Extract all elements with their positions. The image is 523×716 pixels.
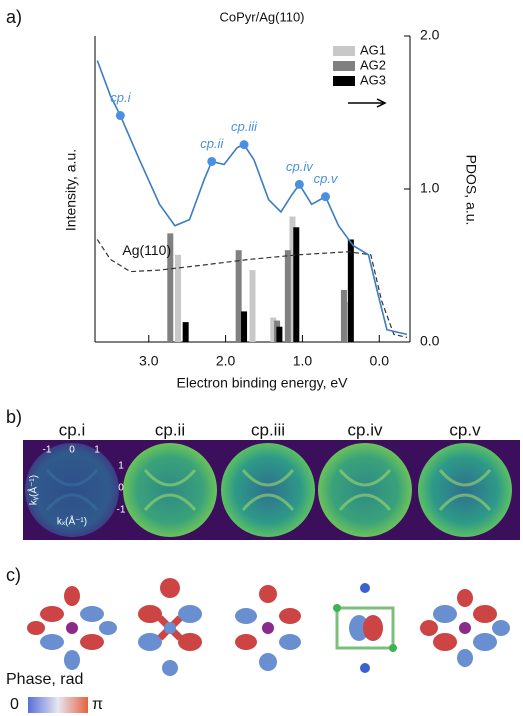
series-label: Ag(110) bbox=[122, 242, 171, 258]
orbital bbox=[420, 589, 510, 667]
orbital bbox=[27, 586, 117, 670]
ky-label: kᵧ(Å⁻¹) bbox=[27, 475, 40, 505]
chart-title: CoPyr/Ag(110) bbox=[219, 9, 304, 24]
bar bbox=[174, 254, 181, 342]
legend-label: AG3 bbox=[360, 72, 386, 87]
map-label: cp.v bbox=[449, 420, 481, 439]
bar bbox=[249, 270, 256, 342]
orbital bbox=[333, 583, 397, 673]
bar bbox=[241, 311, 248, 342]
phase-tick: 0 bbox=[10, 696, 19, 713]
orbital-renderings bbox=[27, 578, 510, 676]
map-feature bbox=[241, 469, 295, 511]
x-axis-label: Electron binding energy, eV bbox=[177, 375, 349, 391]
ky-tick-label: 1 bbox=[118, 461, 124, 472]
momentum-map bbox=[123, 443, 217, 537]
panel-label: b) bbox=[6, 407, 22, 427]
y2-tick-label: 1.0 bbox=[420, 180, 440, 196]
map-feature bbox=[438, 469, 492, 511]
momentum-map bbox=[318, 443, 412, 537]
ky-tick-label: 0 bbox=[118, 483, 124, 494]
bar bbox=[270, 317, 277, 342]
panel-label: a) bbox=[6, 7, 22, 27]
momentum-map bbox=[221, 443, 315, 537]
map-feature bbox=[338, 469, 392, 511]
legend-label: AG2 bbox=[360, 57, 386, 72]
map-label: cp.iv bbox=[348, 420, 383, 439]
legend-swatch bbox=[333, 46, 355, 56]
map-label: cp.i bbox=[59, 420, 85, 439]
bar bbox=[167, 233, 174, 342]
y2-axis-label: PDOS, a.u. bbox=[463, 155, 479, 226]
momentum-map bbox=[25, 443, 119, 537]
bar bbox=[344, 302, 350, 342]
legend-arrow-head bbox=[376, 98, 387, 108]
map-feature bbox=[143, 469, 197, 511]
y2-tick-label: 2.0 bbox=[420, 27, 440, 43]
ky-tick-label: -1 bbox=[117, 505, 126, 516]
phase-title: Phase, rad bbox=[6, 671, 83, 688]
y-axis-label: Intensity, a.u. bbox=[63, 149, 79, 231]
x-tick-label: 2.0 bbox=[216, 353, 236, 369]
point bbox=[115, 111, 125, 121]
panel-label: c) bbox=[6, 565, 21, 585]
orbital bbox=[138, 578, 202, 676]
reference-line bbox=[96, 239, 408, 338]
phase-tick: π bbox=[92, 696, 103, 713]
point bbox=[294, 179, 304, 189]
bar bbox=[340, 289, 347, 342]
kx-label: kₓ(Å⁻¹) bbox=[57, 515, 87, 528]
point bbox=[239, 140, 249, 150]
legend-swatch bbox=[333, 76, 355, 86]
legend-label: AG1 bbox=[360, 42, 386, 57]
bar bbox=[284, 250, 291, 342]
point-label: cp.v bbox=[314, 171, 339, 186]
point bbox=[207, 156, 217, 166]
map-label: cp.ii bbox=[155, 420, 185, 439]
point-label: cp.ii bbox=[200, 136, 224, 151]
x-tick-label: 0.0 bbox=[370, 353, 390, 369]
x-tick-label: 3.0 bbox=[139, 353, 159, 369]
kx-tick-label: -1 bbox=[43, 445, 52, 456]
bar bbox=[182, 322, 189, 342]
orbital bbox=[235, 585, 301, 671]
momentum-map bbox=[418, 443, 512, 537]
point bbox=[320, 192, 330, 202]
point-label: cp.i bbox=[110, 90, 131, 105]
kx-tick-label: 1 bbox=[94, 445, 100, 456]
phase-colorbar bbox=[28, 697, 88, 713]
intensity-line bbox=[96, 60, 408, 336]
y2-tick-label: 0.0 bbox=[420, 333, 440, 349]
bar bbox=[293, 227, 300, 342]
legend-swatch bbox=[333, 61, 355, 71]
point-label: cp.iii bbox=[231, 119, 258, 134]
point-label: cp.iv bbox=[286, 159, 314, 174]
bar bbox=[347, 239, 354, 342]
x-tick-label: 1.0 bbox=[293, 353, 313, 369]
bar bbox=[235, 250, 242, 342]
map-label: cp.iii bbox=[251, 420, 285, 439]
bar bbox=[289, 216, 296, 342]
bar bbox=[276, 326, 283, 342]
map-feature bbox=[45, 469, 99, 511]
kx-tick-label: 0 bbox=[69, 445, 75, 456]
